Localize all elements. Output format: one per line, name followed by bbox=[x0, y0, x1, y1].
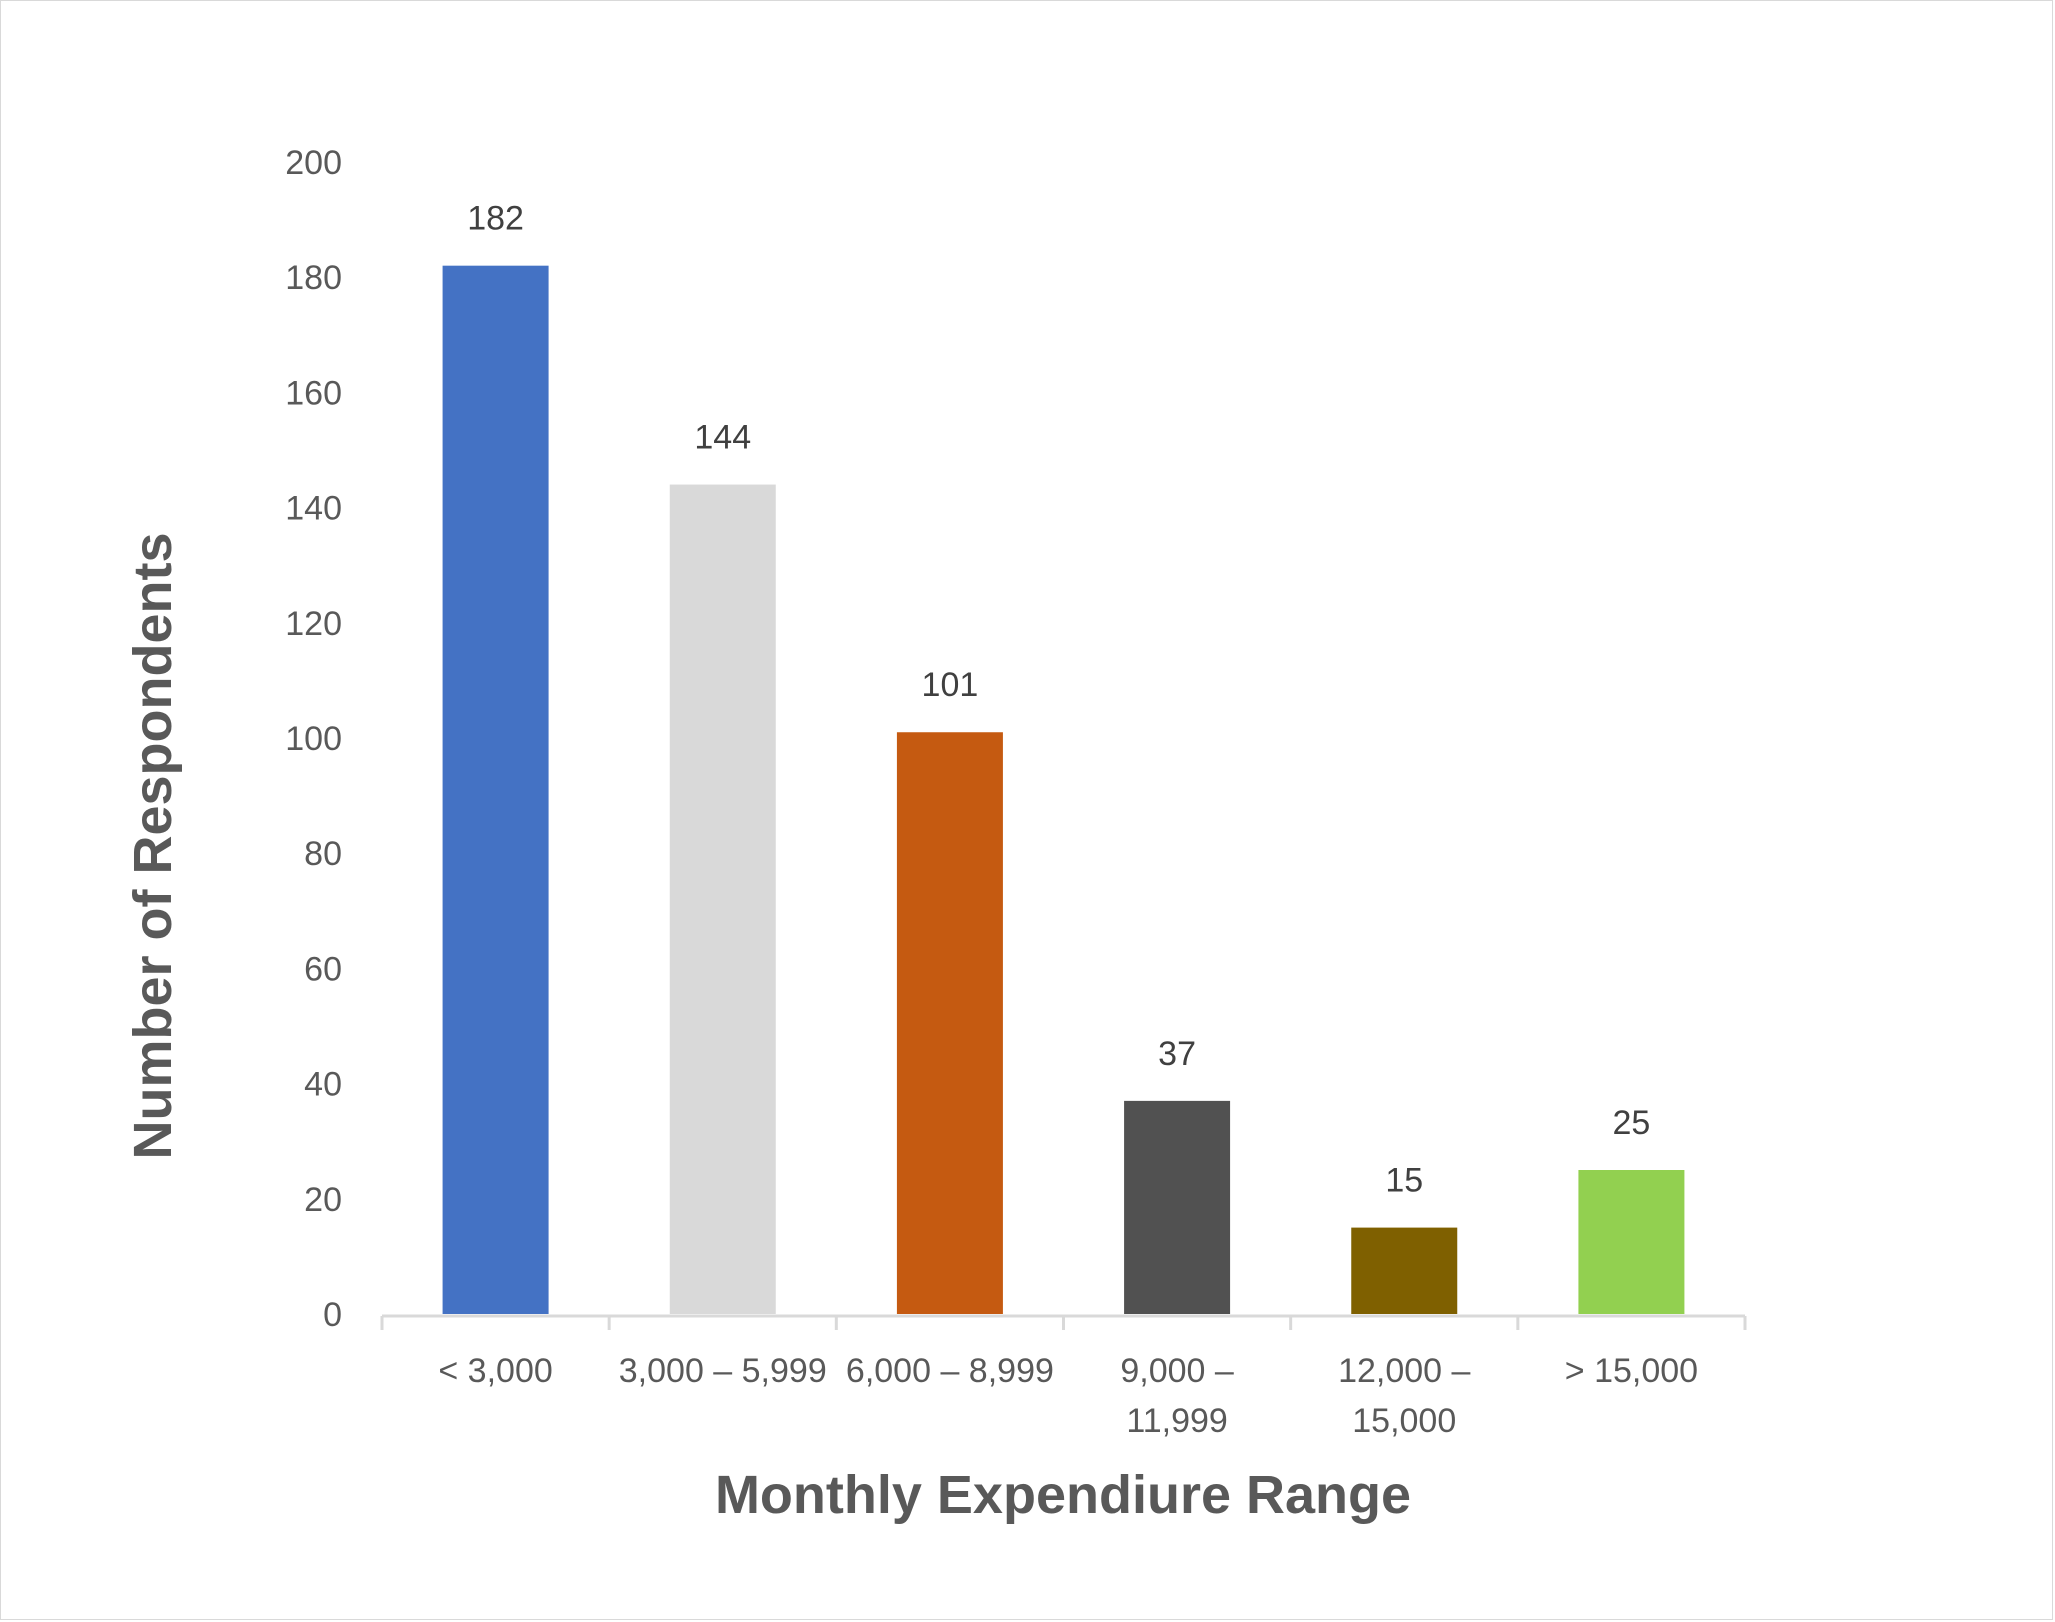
y-tick-label: 120 bbox=[285, 605, 342, 643]
y-tick-label: 40 bbox=[304, 1066, 342, 1104]
y-tick-label: 160 bbox=[285, 374, 342, 412]
bars bbox=[442, 265, 1685, 1315]
x-tick-label: > 15,000 bbox=[1565, 1352, 1698, 1390]
x-tick-label-line: < 3,000 bbox=[438, 1352, 552, 1390]
x-tick-label-line: 15,000 bbox=[1352, 1402, 1456, 1440]
x-tick-label: 3,000 – 5,999 bbox=[619, 1352, 827, 1390]
bar bbox=[896, 732, 1003, 1314]
x-axis bbox=[380, 1314, 1747, 1330]
x-tick-label-line: > 15,000 bbox=[1565, 1352, 1698, 1390]
y-axis-ticks: 0 20 40 60 80 100 120 140 160 180 200 bbox=[285, 144, 342, 1334]
x-tick-label-line: 11,999 bbox=[1126, 1402, 1227, 1440]
x-tick-label-line: 12,000 – bbox=[1338, 1352, 1470, 1390]
x-tick-label: < 3,000 bbox=[438, 1352, 552, 1390]
data-label: 37 bbox=[1158, 1035, 1196, 1073]
y-tick-label: 140 bbox=[285, 490, 342, 528]
x-tick-label-line: 3,000 – 5,999 bbox=[619, 1352, 827, 1390]
y-tick-label: 80 bbox=[304, 835, 342, 873]
bar bbox=[1351, 1227, 1458, 1314]
data-labels: 182 144 101 37 15 25 bbox=[467, 200, 1650, 1200]
x-axis-title: Monthly Expendiure Range bbox=[715, 1465, 1411, 1525]
data-label: 101 bbox=[922, 666, 979, 704]
bar bbox=[442, 265, 549, 1315]
data-label: 182 bbox=[467, 200, 524, 238]
data-label: 144 bbox=[694, 419, 751, 457]
x-tick-label: 6,000 – 8,999 bbox=[846, 1352, 1054, 1390]
bar bbox=[1124, 1100, 1231, 1314]
data-label: 25 bbox=[1613, 1104, 1651, 1142]
y-tick-label: 0 bbox=[323, 1296, 342, 1334]
x-tick-label: 12,000 – 15,000 bbox=[1338, 1352, 1470, 1440]
y-axis-title: Number of Respondents bbox=[123, 532, 183, 1159]
x-tick-label: 9,000 – 11,999 bbox=[1120, 1352, 1234, 1440]
y-tick-label: 60 bbox=[304, 950, 342, 988]
x-axis-ticks: < 3,000 3,000 – 5,999 6,000 – 8,999 9,000 –… bbox=[438, 1352, 1698, 1440]
y-tick-label: 100 bbox=[285, 720, 342, 758]
y-tick-label: 200 bbox=[285, 144, 342, 182]
bar bbox=[669, 484, 776, 1314]
data-label: 15 bbox=[1385, 1162, 1423, 1200]
bar bbox=[1578, 1170, 1685, 1314]
y-tick-label: 180 bbox=[285, 259, 342, 297]
x-tick-label-line: 6,000 – 8,999 bbox=[846, 1352, 1054, 1390]
y-tick-label: 20 bbox=[304, 1181, 342, 1219]
x-tick-label-line: 9,000 – bbox=[1120, 1352, 1234, 1390]
